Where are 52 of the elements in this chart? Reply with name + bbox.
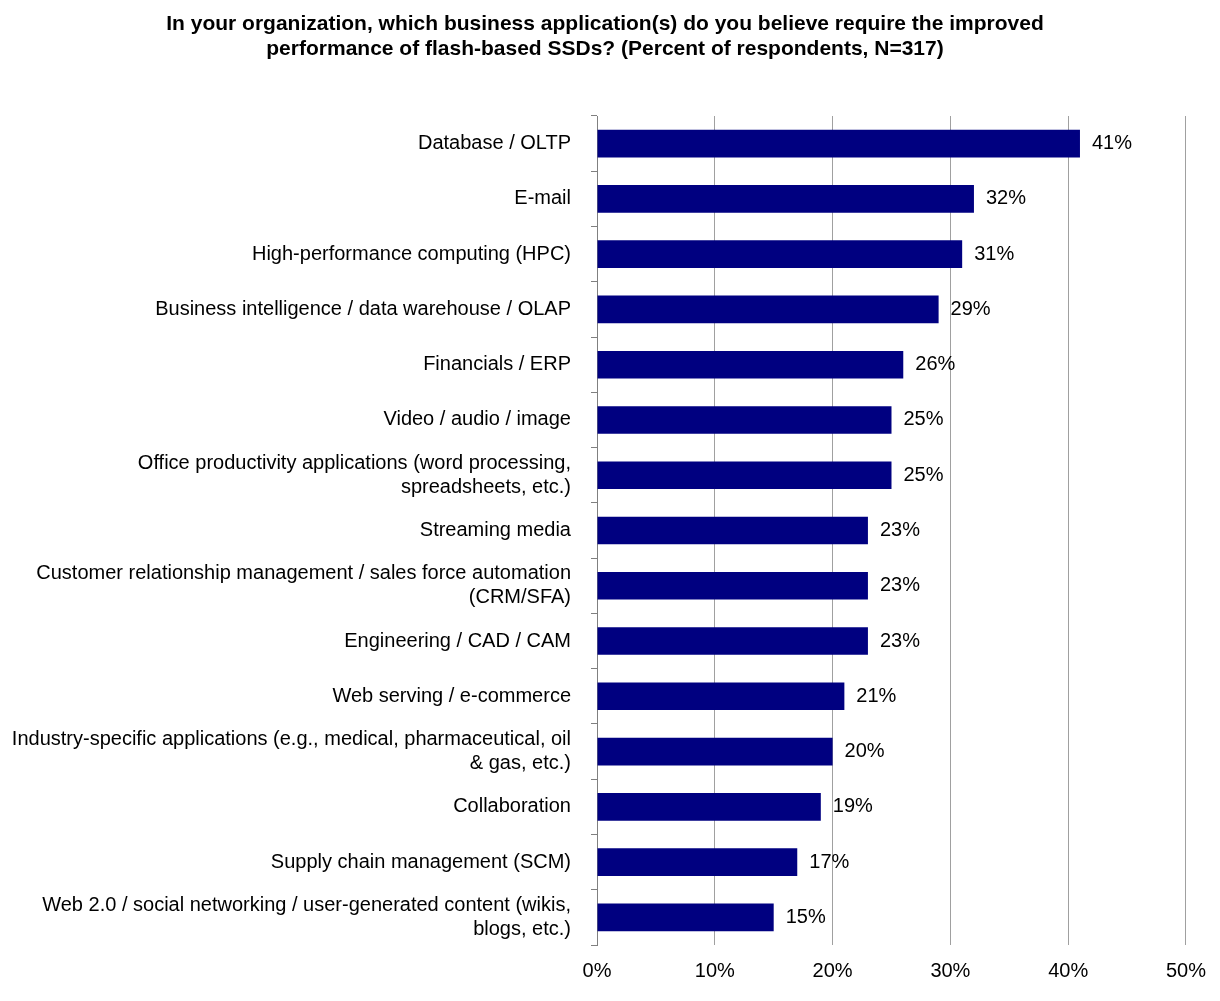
y-tick-label: Customer relationship management / sales force automation (CRM/SFA)	[36, 561, 571, 608]
bar	[597, 737, 833, 766]
data-label: 23%	[879, 628, 921, 651]
chart-title: In your organization, which business application(s) do you believe require the improved performance of flash-based SSDs? (Percent of respondents, N=317)	[165, 10, 1045, 61]
y-tick-label: Business intelligence / data warehouse / OLAP	[155, 296, 571, 319]
data-label: 17%	[809, 849, 850, 872]
y-tick-label: High-performance computing (HPC)	[251, 241, 571, 264]
data-label: 19%	[832, 794, 874, 817]
y-tick-label: Office productivity applications (word processing, spreadsheets, etc.)	[137, 450, 571, 497]
y-tick-label: Financials / ERP	[423, 352, 571, 375]
y-tick-label: Engineering / CAD / CAM	[344, 628, 571, 651]
data-label: 25%	[903, 462, 944, 485]
bar	[597, 682, 845, 711]
data-label: 23%	[879, 573, 921, 596]
x-tick-label: 50%	[1165, 958, 1207, 981]
data-label: 31%	[974, 241, 1015, 264]
data-label: 26%	[915, 352, 956, 375]
y-tick-label: Supply chain management (SCM)	[270, 849, 571, 872]
bar	[597, 295, 939, 324]
data-label: 29%	[950, 296, 991, 319]
bar	[597, 350, 904, 379]
bar	[597, 571, 868, 600]
bar	[597, 793, 821, 821]
bar	[597, 240, 963, 268]
bar	[597, 406, 892, 434]
y-tick-label: Web serving / e-commerce	[332, 683, 571, 706]
y-tick-label: Industry-specific applications (e.g., medical, pharmaceutical, oil & gas, etc.)	[11, 727, 571, 774]
x-tick-label: 30%	[930, 958, 971, 981]
data-label: 21%	[856, 683, 897, 706]
x-tick-label: 40%	[1048, 958, 1089, 981]
bar	[597, 461, 892, 490]
data-label: 41%	[1091, 131, 1133, 154]
y-tick-label: Video / audio / image	[383, 407, 571, 430]
bar	[597, 903, 774, 932]
bar	[597, 848, 798, 876]
x-tick-label: 20%	[812, 958, 853, 981]
y-tick-label: E-mail	[514, 186, 571, 209]
data-label: 15%	[785, 904, 826, 927]
y-tick-label: Database / OLTP	[417, 131, 571, 154]
data-label: 25%	[903, 407, 944, 430]
data-label: 20%	[844, 739, 885, 762]
bar	[597, 185, 974, 213]
data-label: 32%	[985, 186, 1027, 209]
y-tick-label: Web 2.0 / social networking / user-generated content (wikis, blogs, etc.)	[42, 892, 571, 939]
bar	[597, 627, 868, 655]
y-tick-label: Streaming media	[419, 518, 572, 541]
data-label: 23%	[879, 518, 921, 541]
y-tick-label: Collaboration	[453, 794, 571, 817]
x-tick-label: 10%	[694, 958, 736, 981]
bar	[597, 516, 868, 545]
x-tick-label: 0%	[582, 958, 612, 981]
bar	[597, 129, 1080, 158]
